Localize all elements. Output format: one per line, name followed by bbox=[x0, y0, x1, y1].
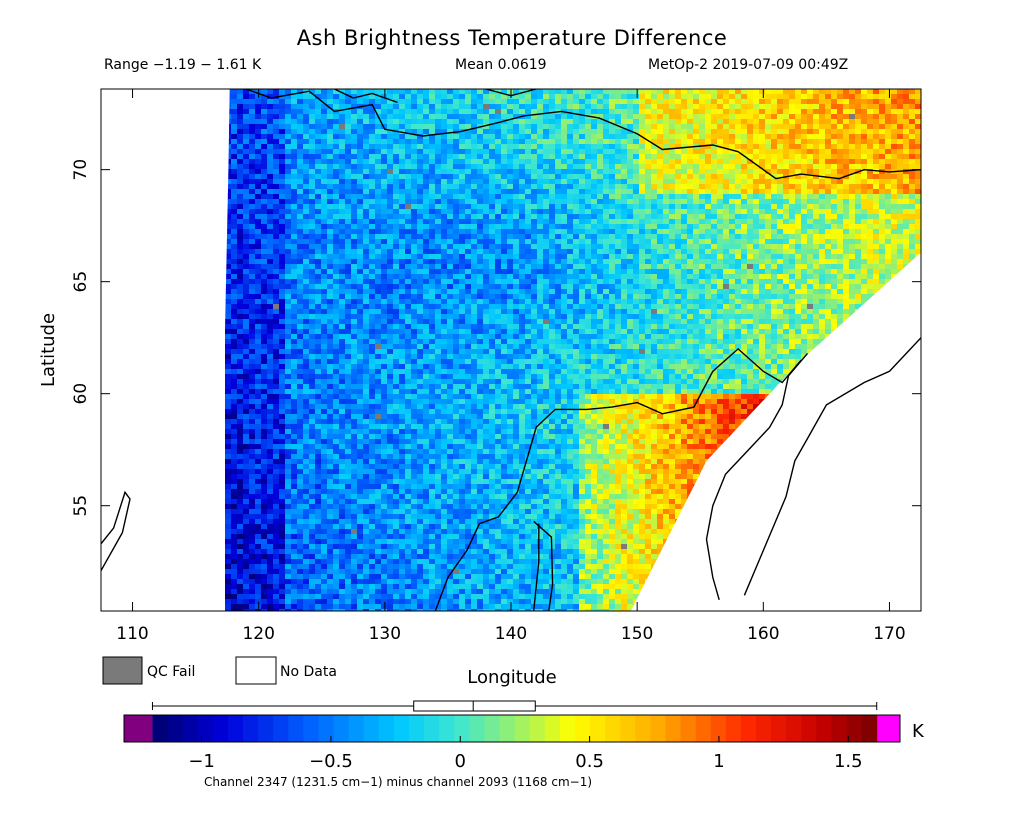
colorbar-step bbox=[484, 715, 500, 742]
colorbar-tick-label: 0.5 bbox=[575, 751, 604, 772]
coastline-segment bbox=[101, 490, 131, 572]
colorbar-step bbox=[590, 715, 606, 742]
colorbar-step bbox=[514, 715, 531, 742]
y-tick-label: 70 bbox=[71, 159, 91, 181]
colorbar-tick-label: 1 bbox=[713, 751, 724, 772]
colorbar-step bbox=[574, 715, 591, 742]
colorbar-step bbox=[348, 715, 365, 742]
colorbar bbox=[123, 714, 901, 743]
no-data-swatch bbox=[235, 656, 277, 685]
colorbar-step bbox=[333, 715, 350, 742]
y-tick-label: 55 bbox=[71, 495, 91, 517]
colorbar-step bbox=[182, 715, 199, 742]
swath-heatmap bbox=[225, 89, 921, 611]
x-tick-label: 120 bbox=[242, 624, 274, 644]
colorbar-step bbox=[454, 715, 470, 742]
colorbar-step bbox=[650, 715, 666, 742]
chart-title: Ash Brightness Temperature Difference bbox=[296, 26, 728, 50]
y-tick-label: 60 bbox=[71, 383, 91, 405]
colorbar-tick-label: −1 bbox=[188, 751, 215, 772]
colorbar-step bbox=[167, 715, 184, 742]
colorbar-step bbox=[529, 715, 546, 742]
coastline-segment bbox=[743, 337, 921, 596]
colorbar-step bbox=[680, 715, 697, 742]
satellite-time-text: MetOp-2 2019-07-09 00:49Z bbox=[648, 57, 849, 73]
colorbar-unit: K bbox=[912, 721, 925, 742]
colorbar-step bbox=[152, 715, 169, 742]
colorbar-step bbox=[227, 715, 244, 742]
colorbar-step bbox=[439, 715, 455, 742]
y-tick-label: 65 bbox=[71, 271, 91, 293]
x-tick-label: 140 bbox=[495, 624, 527, 644]
colorbar-step bbox=[197, 715, 214, 742]
colorbar-step bbox=[846, 715, 863, 742]
colorbar-step bbox=[756, 715, 772, 742]
boxplot-box bbox=[413, 700, 536, 712]
colorbar-step bbox=[725, 715, 742, 742]
colorbar-tick-label: 0 bbox=[455, 751, 466, 772]
x-tick-label: 110 bbox=[116, 624, 148, 644]
coastlines bbox=[101, 89, 921, 611]
colorbar-step bbox=[740, 715, 757, 742]
colorbar-step bbox=[801, 715, 817, 742]
colorbar-tick-label: 1.5 bbox=[834, 751, 863, 772]
range-text: Range −1.19 − 1.61 K bbox=[104, 57, 262, 73]
colorbar-step bbox=[786, 715, 802, 742]
mean-text: Mean 0.0619 bbox=[455, 57, 547, 73]
x-tick-label: 130 bbox=[369, 624, 401, 644]
x-tick-label: 150 bbox=[621, 624, 653, 644]
coastline-segment bbox=[533, 523, 540, 611]
x-tick-label: 160 bbox=[747, 624, 779, 644]
colorbar-step bbox=[408, 715, 425, 742]
colorbar-step bbox=[424, 715, 440, 742]
coastline-segment bbox=[479, 347, 802, 525]
colorbar-step bbox=[544, 715, 561, 742]
colorbar-step bbox=[635, 715, 651, 742]
colorbar-step bbox=[620, 715, 636, 742]
colorbar-step bbox=[499, 715, 516, 742]
colorbar-step bbox=[469, 715, 485, 742]
colorbar-step bbox=[318, 715, 335, 742]
colorbar-step bbox=[861, 715, 878, 742]
colorbar-step bbox=[695, 715, 712, 742]
no-data-label: No Data bbox=[280, 664, 337, 680]
colorbar-over bbox=[876, 715, 900, 742]
colorbar-step bbox=[363, 715, 380, 742]
y-axis-label: Latitude bbox=[38, 313, 59, 387]
colorbar-step bbox=[393, 715, 410, 742]
colorbar-step bbox=[605, 715, 621, 742]
qc-fail-label: QC Fail bbox=[147, 664, 195, 680]
colorbar-frame bbox=[123, 714, 901, 743]
coastline-segment bbox=[533, 520, 554, 611]
colorbar-tick-label: −0.5 bbox=[309, 751, 353, 772]
colorbar-step bbox=[378, 715, 395, 742]
qc-fail-swatch bbox=[102, 656, 143, 685]
colorbar-step bbox=[242, 715, 259, 742]
colorbar-step bbox=[303, 715, 319, 742]
coastline-segment bbox=[434, 523, 481, 611]
colorbar-step bbox=[831, 715, 848, 742]
colorbar-step bbox=[258, 715, 274, 742]
colorbar-step bbox=[559, 715, 576, 742]
distribution-boxplot bbox=[151, 700, 878, 712]
colorbar-under bbox=[124, 715, 153, 742]
colorbar-step bbox=[816, 715, 832, 742]
colorbar-step bbox=[212, 715, 229, 742]
x-tick-label: 170 bbox=[873, 624, 905, 644]
coastline-segment bbox=[705, 352, 809, 600]
channel-note: Channel 2347 (1231.5 cm−1) minus channel… bbox=[204, 775, 592, 789]
colorbar-step bbox=[288, 715, 304, 742]
coastline-segment bbox=[245, 89, 921, 180]
colorbar-step bbox=[710, 715, 727, 742]
colorbar-step bbox=[771, 715, 787, 742]
colorbar-step bbox=[665, 715, 682, 742]
colorbar-step bbox=[273, 715, 289, 742]
x-axis-label: Longitude bbox=[467, 667, 557, 688]
